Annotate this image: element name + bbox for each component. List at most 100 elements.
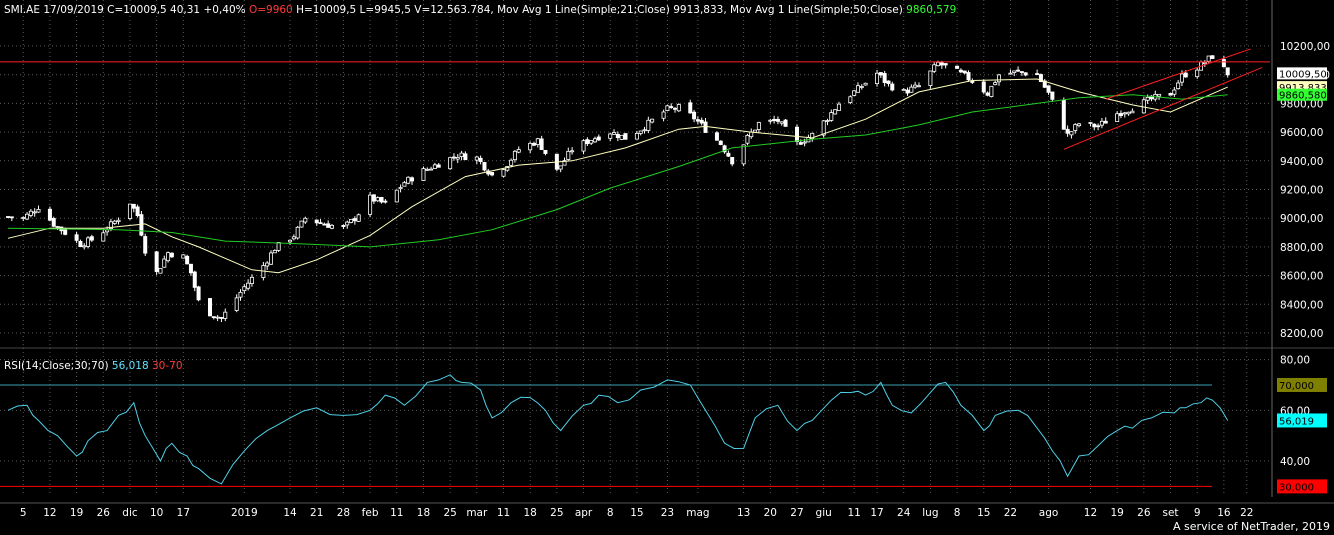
candle-body (1016, 69, 1021, 72)
candle-body (352, 218, 357, 222)
candle-body (570, 150, 575, 153)
candle-body (55, 226, 60, 228)
x-tick-label: 18 (417, 507, 430, 519)
rsi-line (7, 374, 1229, 485)
candle-body (329, 224, 334, 229)
candle-body (539, 138, 544, 150)
candle-body (1130, 110, 1135, 114)
x-tick-label: 23 (661, 507, 674, 519)
candle-body (939, 62, 944, 66)
candle-body (1069, 131, 1074, 136)
x-tick-label: 22 (1240, 507, 1253, 519)
rsi-label: RSI(14;Close;30;70) (4, 360, 109, 372)
ma50-badge-bg (1277, 88, 1327, 101)
footer-credit: A service of NetTrader, 2019 (1173, 520, 1330, 533)
candle-body (478, 157, 483, 162)
candle-body (1050, 91, 1055, 100)
candle-body (1008, 72, 1013, 75)
price-tick-label: 9800,00 (1280, 98, 1323, 110)
candle-body (398, 187, 403, 190)
x-tick-label: 13 (737, 507, 750, 519)
x-tick-label: 14 (283, 507, 297, 519)
price-header: SMI.AE 17/09/2019 C=10009,5 40,31 +0,40%… (4, 4, 957, 16)
candle-body (1035, 73, 1040, 76)
candle-body (703, 121, 708, 133)
candle-body (116, 219, 121, 222)
candle-body (421, 168, 426, 181)
candle-body (997, 74, 1002, 83)
candle-body (1122, 112, 1127, 115)
candle-body (543, 149, 548, 154)
trend-lower-line (1063, 67, 1263, 150)
x-tick-label: feb (362, 507, 379, 519)
candle-body (833, 109, 838, 115)
ma21-value: 9913,833 (673, 4, 724, 16)
candle-body (86, 237, 91, 247)
candle-body (185, 255, 190, 265)
candle-body (634, 132, 639, 140)
candle-body (108, 221, 113, 229)
candle-body (970, 81, 975, 83)
candle-body (695, 119, 700, 122)
candle-body (143, 236, 148, 254)
trend-upper-line (1105, 48, 1251, 100)
candle-body (25, 213, 30, 220)
x-tick-label: mar (466, 507, 488, 519)
candle-body (936, 61, 941, 67)
ma50-line (7, 94, 1228, 248)
candle-body (989, 85, 994, 97)
candle-body (78, 240, 83, 248)
candle-body (829, 112, 834, 121)
candle-body (1157, 93, 1162, 97)
x-tick-label: 25 (443, 507, 456, 519)
candle-body (714, 132, 719, 141)
candle-body (429, 168, 434, 171)
candle-body (722, 145, 727, 153)
candle-body (673, 107, 678, 110)
price-tick-label: 8200,00 (1280, 328, 1323, 340)
candle-body (531, 142, 536, 146)
candle-body (1145, 97, 1150, 101)
candle-body (356, 214, 361, 222)
candle-body (234, 297, 239, 311)
rsi-30-badge: 30,000 (1279, 482, 1314, 493)
candle-body (905, 89, 910, 94)
x-tick-label: giu (816, 507, 832, 519)
candle-body (1176, 82, 1181, 90)
candle-body (32, 211, 37, 214)
candle-body (966, 72, 971, 81)
x-tick-label: 8 (954, 507, 961, 519)
candle-body (741, 144, 746, 165)
candle-body (772, 118, 777, 122)
candle-body (162, 258, 167, 268)
candle-body (756, 122, 761, 130)
x-tick-label: 12 (1084, 507, 1097, 519)
candle-body (238, 291, 243, 298)
candle-body (699, 119, 704, 124)
candle-body (692, 111, 697, 120)
candle-body (112, 220, 117, 224)
candle-body (730, 157, 735, 165)
x-tick-label: set (1162, 507, 1178, 519)
candle-body (394, 189, 399, 203)
candle-body (208, 298, 213, 317)
candle-body (619, 134, 624, 140)
candle-body (6, 216, 11, 218)
candle-body (913, 84, 918, 88)
candle-body (779, 121, 784, 124)
candle-body (768, 119, 773, 122)
candle-body (451, 156, 456, 159)
candle-body (242, 286, 247, 291)
candle-body (371, 194, 376, 202)
rsi-header: RSI(14;Close;30;70) 56,018 30-70 (4, 360, 183, 372)
candle-body (314, 219, 319, 224)
candle-body (981, 81, 986, 93)
price-tick-label: 9400,00 (1280, 156, 1323, 168)
candle-body (1118, 113, 1123, 116)
candle-body (612, 132, 617, 135)
ma50-badge: 9860,580 (1279, 91, 1327, 102)
candle-body (105, 229, 110, 233)
candle-body (890, 83, 895, 91)
candle-body (726, 152, 731, 157)
candle-body (1172, 89, 1177, 95)
